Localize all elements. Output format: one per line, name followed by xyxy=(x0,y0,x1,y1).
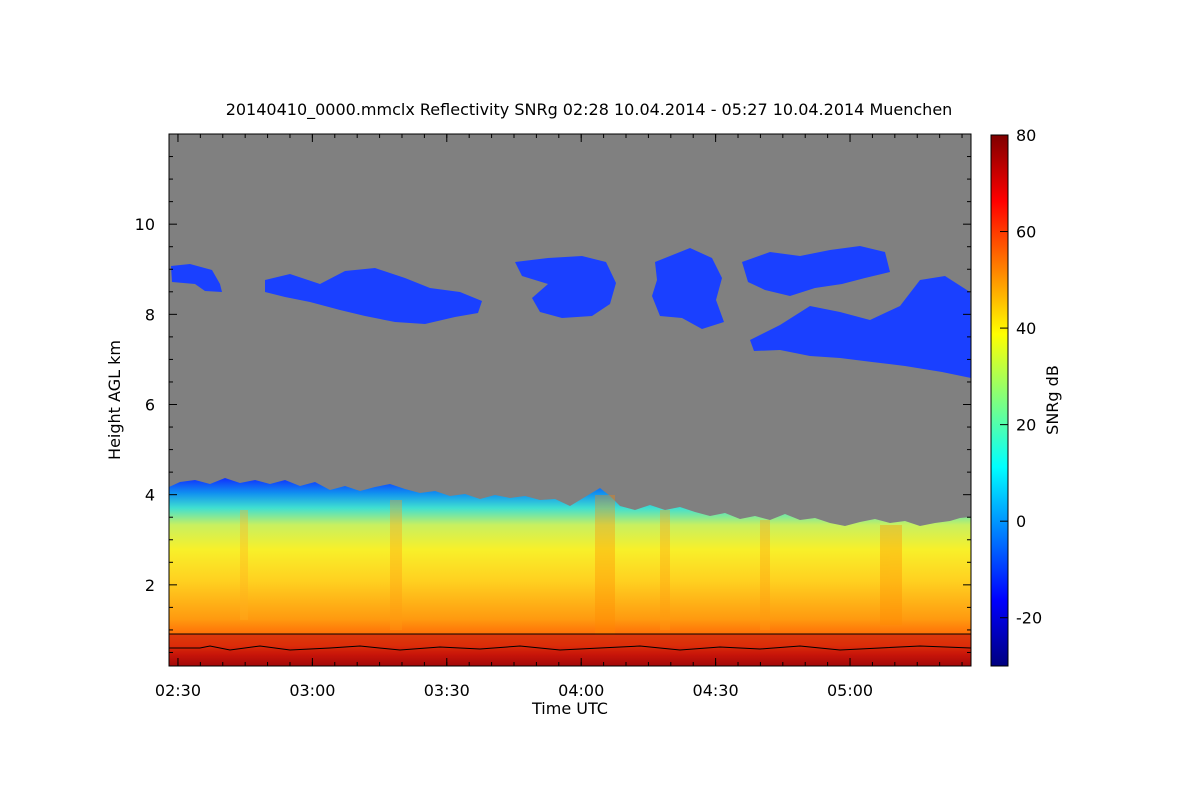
cloud-patch xyxy=(265,268,482,324)
y-tick-label: 8 xyxy=(145,305,155,324)
plot-frame xyxy=(168,133,972,667)
plot-area xyxy=(169,134,971,666)
colorbar xyxy=(990,134,1009,667)
y-axis: 2 4 6 8 10 xyxy=(135,156,971,653)
colorbar-tick-label: 0 xyxy=(1016,512,1026,531)
cloud-patch xyxy=(515,256,616,318)
cloud-patch xyxy=(742,246,890,296)
x-tick-label: 02:30 xyxy=(155,681,201,700)
cloud-patch xyxy=(652,248,724,329)
reference-line-lower xyxy=(169,645,972,651)
colorbar-tick-label: 20 xyxy=(1016,416,1036,435)
cloud-patch xyxy=(750,276,971,378)
colorbar-title: SNRg dB xyxy=(1043,365,1062,435)
x-axis-title: Time UTC xyxy=(531,699,608,718)
vertical-streaks xyxy=(240,495,902,635)
colorbar-tick-label: 80 xyxy=(1016,126,1036,145)
y-axis-title: Height AGL km xyxy=(105,340,124,460)
x-tick-label: 04:00 xyxy=(558,681,604,700)
y-tick-label: 2 xyxy=(145,576,155,595)
x-tick-label: 04:30 xyxy=(693,681,739,700)
x-tick-label: 05:00 xyxy=(827,681,873,700)
colorbar-tick-label: 60 xyxy=(1016,223,1036,242)
x-axis: 02:30 03:00 03:30 04:00 04:30 05:00 xyxy=(155,134,963,700)
colorbar-axis: -20 0 20 40 60 80 xyxy=(1000,126,1042,628)
colorbar-tick-label: -20 xyxy=(1016,609,1042,628)
colorbar-tick-label: 40 xyxy=(1016,319,1036,338)
x-tick-label: 03:00 xyxy=(289,681,335,700)
x-tick-label: 03:30 xyxy=(424,681,470,700)
y-tick-label: 10 xyxy=(135,215,155,234)
chart-title: 20140410_0000.mmclx Reflectivity SNRg 02… xyxy=(226,100,953,120)
cloud-patch xyxy=(171,264,222,292)
y-tick-label: 6 xyxy=(145,396,155,415)
y-tick-label: 4 xyxy=(145,486,155,505)
lower-precipitation-layer xyxy=(169,478,971,666)
